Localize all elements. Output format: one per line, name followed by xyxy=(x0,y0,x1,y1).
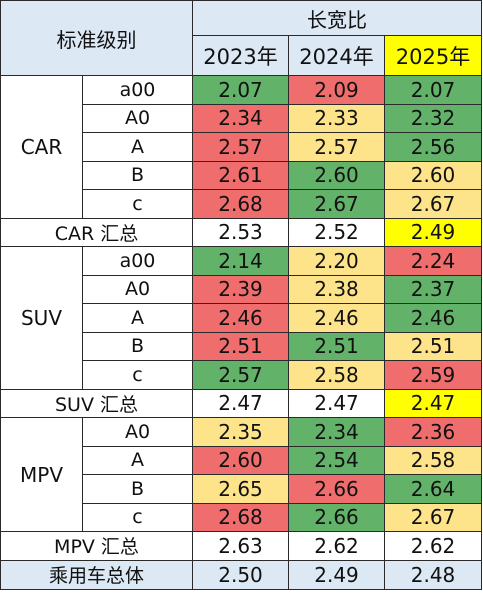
value-cell-2024: 2.09 xyxy=(288,75,385,105)
value-cell-2025: 2.46 xyxy=(383,303,483,333)
value-cell-2025: 2.36 xyxy=(383,417,483,447)
summary-row: CAR 汇总 2.53 2.52 2.49 xyxy=(0,217,483,247)
category-label: SUV xyxy=(0,246,83,390)
level-label: A xyxy=(82,445,193,475)
summary-value-2025: 2.49 xyxy=(383,217,483,247)
level-label: A0 xyxy=(82,274,193,304)
level-label: A0 xyxy=(82,103,193,133)
value-cell-2025: 2.59 xyxy=(383,360,483,390)
total-value-2024: 2.49 xyxy=(288,559,385,590)
level-label: B xyxy=(82,160,193,190)
value-cell-2023: 2.57 xyxy=(192,132,289,162)
value-cell-2023: 2.39 xyxy=(192,274,289,304)
value-cell-2025: 2.24 xyxy=(383,246,483,276)
level-label: B xyxy=(82,331,193,361)
level-label: c xyxy=(82,189,193,219)
table-row: SUV a00 2.14 2.20 2.24 xyxy=(0,246,483,390)
value-cell-2023: 2.68 xyxy=(192,189,289,219)
value-cell-2023: 2.34 xyxy=(192,103,289,133)
category-label: MPV xyxy=(0,417,83,532)
value-cell-2025: 2.67 xyxy=(383,502,483,532)
value-cell-2023: 2.35 xyxy=(192,417,289,447)
summary-value-2024: 2.62 xyxy=(288,531,385,561)
value-cell-2023: 2.14 xyxy=(192,246,289,276)
summary-label: SUV 汇总 xyxy=(0,388,193,418)
level-header: 标准级别 xyxy=(0,0,193,76)
table-row: B 2.65 2.66 2.64 xyxy=(1,474,483,504)
value-cell-2024: 2.57 xyxy=(288,132,385,162)
value-cell-2023: 2.61 xyxy=(192,160,289,190)
value-cell-2024: 2.51 xyxy=(288,331,385,361)
value-cell-2023: 2.57 xyxy=(192,360,289,390)
table-row: B 2.61 2.60 2.60 xyxy=(1,160,483,190)
value-cell-2024: 2.20 xyxy=(288,246,385,276)
value-cell-2023: 2.46 xyxy=(192,303,289,333)
total-value-2025: 2.48 xyxy=(383,559,483,590)
value-cell-2025: 2.64 xyxy=(383,474,483,504)
value-cell-2023: 2.07 xyxy=(192,75,289,105)
value-cell-2024: 2.58 xyxy=(288,360,385,390)
level-label: A xyxy=(82,132,193,162)
summary-value-2025: 2.62 xyxy=(383,531,483,561)
value-cell-2023: 2.65 xyxy=(192,474,289,504)
table-row: CAR a00 2.07 2.09 2.07 xyxy=(0,75,483,219)
value-cell-2023: 2.60 xyxy=(192,445,289,475)
table-row: A0 2.34 2.33 2.32 xyxy=(1,103,483,133)
ratio-group-header: 长宽比 xyxy=(191,0,483,36)
table-row: MPV A0 2.35 2.34 2.36 xyxy=(0,417,483,532)
value-cell-2025: 2.67 xyxy=(383,189,483,219)
value-cell-2024: 2.38 xyxy=(288,274,385,304)
level-label: B xyxy=(82,474,193,504)
level-label: a00 xyxy=(82,246,193,276)
value-cell-2024: 2.46 xyxy=(288,303,385,333)
table-row: A0 2.39 2.38 2.37 xyxy=(1,274,483,304)
level-label: A0 xyxy=(82,417,193,447)
table-row: A 2.60 2.54 2.58 xyxy=(1,445,483,475)
year-header-2023: 2023年 xyxy=(192,35,289,76)
table-row: c 2.57 2.58 2.59 xyxy=(1,360,483,390)
summary-label: MPV 汇总 xyxy=(0,531,193,561)
summary-label: CAR 汇总 xyxy=(0,217,193,247)
value-cell-2024: 2.34 xyxy=(288,417,385,447)
value-cell-2025: 2.32 xyxy=(383,103,483,133)
summary-value-2023: 2.47 xyxy=(192,388,289,418)
table-row: c 2.68 2.66 2.67 xyxy=(1,502,483,532)
value-cell-2025: 2.58 xyxy=(383,445,483,475)
value-cell-2025: 2.07 xyxy=(383,75,483,105)
value-cell-2023: 2.68 xyxy=(192,502,289,532)
level-label: A xyxy=(82,303,193,333)
value-cell-2024: 2.60 xyxy=(288,160,385,190)
category-label: CAR xyxy=(0,75,83,219)
value-cell-2025: 2.60 xyxy=(383,160,483,190)
total-value-2023: 2.50 xyxy=(192,559,289,590)
summary-value-2024: 2.47 xyxy=(288,388,385,418)
value-cell-2025: 2.37 xyxy=(383,274,483,304)
value-cell-2024: 2.66 xyxy=(288,474,385,504)
value-cell-2024: 2.66 xyxy=(288,502,385,532)
summary-value-2023: 2.63 xyxy=(192,531,289,561)
value-cell-2024: 2.54 xyxy=(288,445,385,475)
value-cell-2023: 2.51 xyxy=(192,331,289,361)
year-header-2024: 2024年 xyxy=(288,35,385,76)
level-label: c xyxy=(82,360,193,390)
level-label: a00 xyxy=(82,75,193,105)
value-cell-2024: 2.33 xyxy=(288,103,385,133)
total-label: 乘用车总体 xyxy=(0,559,193,590)
summary-row: SUV 汇总 2.47 2.47 2.47 xyxy=(0,388,483,418)
summary-value-2023: 2.53 xyxy=(192,217,289,247)
table-row: A 2.46 2.46 2.46 xyxy=(1,303,483,333)
summary-row: MPV 汇总 2.63 2.62 2.62 xyxy=(0,531,483,561)
summary-value-2024: 2.52 xyxy=(288,217,385,247)
level-label: c xyxy=(82,502,193,532)
year-header-2025: 2025年 xyxy=(383,35,483,76)
value-cell-2025: 2.56 xyxy=(383,132,483,162)
value-cell-2024: 2.67 xyxy=(288,189,385,219)
value-cell-2025: 2.51 xyxy=(383,331,483,361)
summary-value-2025: 2.47 xyxy=(383,388,483,418)
